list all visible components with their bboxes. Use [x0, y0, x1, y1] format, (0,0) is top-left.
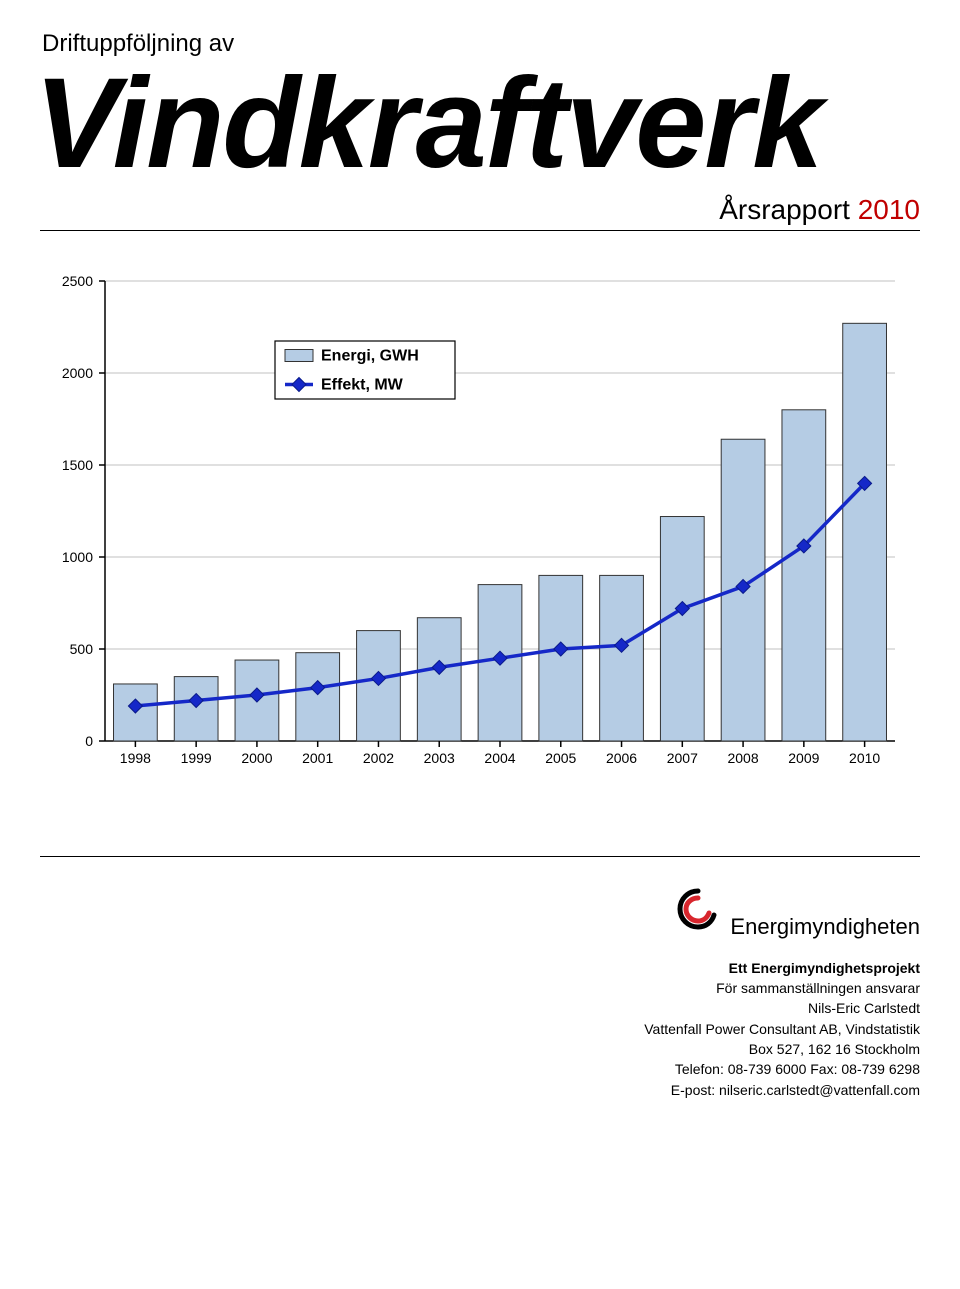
svg-text:1999: 1999	[181, 750, 212, 766]
logo-block: Energimyndigheten	[40, 887, 920, 940]
svg-text:Effekt, MW: Effekt, MW	[321, 377, 404, 394]
svg-text:500: 500	[70, 641, 94, 657]
svg-text:2500: 2500	[62, 273, 93, 289]
report-year-row: Årsrapport 2010	[40, 194, 920, 231]
credits-name: Nils-Eric Carlstedt	[40, 998, 920, 1018]
credits-responsible: För sammanställningen ansvarar	[40, 978, 920, 998]
svg-text:2002: 2002	[363, 750, 394, 766]
svg-text:2000: 2000	[241, 750, 272, 766]
svg-text:2010: 2010	[849, 750, 880, 766]
logo-text: Energimyndigheten	[730, 914, 920, 939]
svg-text:1500: 1500	[62, 457, 93, 473]
credits-email: E-post: nilseric.carlstedt@vattenfall.co…	[40, 1080, 920, 1100]
svg-text:1000: 1000	[62, 549, 93, 565]
svg-text:2000: 2000	[62, 365, 93, 381]
svg-text:2007: 2007	[667, 750, 698, 766]
credits-address: Box 527, 162 16 Stockholm	[40, 1039, 920, 1059]
year-value: 2010	[858, 194, 920, 225]
credits-company: Vattenfall Power Consultant AB, Vindstat…	[40, 1019, 920, 1039]
svg-text:2009: 2009	[788, 750, 819, 766]
main-chart: 0 500 1000 1500 2000 2500 1998 1999 2000 2001 2002…	[45, 271, 915, 796]
chart-svg: 0 500 1000 1500 2000 2500 1998 1999 2000 2001 2002…	[45, 271, 915, 791]
svg-text:2003: 2003	[424, 750, 455, 766]
footer-separator	[40, 856, 920, 857]
svg-text:2005: 2005	[545, 750, 576, 766]
page-title: Vindkraftverk	[34, 60, 920, 188]
year-label: Årsrapport	[719, 194, 858, 225]
svg-text:1998: 1998	[120, 750, 151, 766]
credits-block: Ett Energimyndighetsprojekt För sammanst…	[40, 958, 920, 1100]
svg-text:2004: 2004	[484, 750, 515, 766]
svg-text:2006: 2006	[606, 750, 637, 766]
svg-text:2001: 2001	[302, 750, 333, 766]
page: Driftuppföljning av Vindkraftverk Årsrap…	[0, 0, 960, 1140]
credits-project: Ett Energimyndighetsprojekt	[40, 958, 920, 978]
svg-text:2008: 2008	[727, 750, 758, 766]
credits-phone: Telefon: 08-739 6000 Fax: 08-739 6298	[40, 1059, 920, 1079]
svg-text:0: 0	[85, 733, 93, 749]
swirl-icon	[676, 887, 720, 931]
svg-text:Energi, GWH: Energi, GWH	[321, 348, 419, 365]
